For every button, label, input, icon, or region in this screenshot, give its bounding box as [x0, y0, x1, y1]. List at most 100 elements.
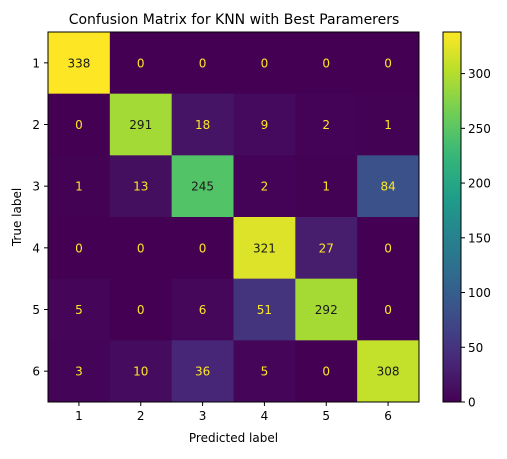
x-tick-label: 4: [261, 409, 269, 423]
y-tick-label: 5: [32, 303, 40, 317]
matrix-cell: [295, 340, 358, 403]
x-tick-label: 6: [384, 409, 392, 423]
chart-title: Confusion Matrix for KNN with Best Param…: [69, 12, 400, 28]
cell-value-label: 18: [195, 118, 210, 132]
cell-value-label: 0: [75, 241, 83, 255]
matrix-cell: [233, 340, 296, 403]
cell-value-label: 84: [380, 180, 395, 194]
matrix-cell: [233, 217, 296, 280]
colorbar-tick-label: 250: [468, 122, 491, 136]
cell-value-label: 10: [133, 365, 148, 379]
matrix-cell: [233, 155, 296, 218]
cell-value-label: 5: [75, 303, 83, 317]
matrix-cell: [233, 278, 296, 341]
cell-value-label: 13: [133, 180, 148, 194]
cell-value-label: 0: [322, 365, 330, 379]
colorbar: [442, 31, 462, 403]
matrix-cell: [357, 278, 420, 341]
matrix-cell: [48, 93, 111, 156]
x-tick-label: 5: [322, 409, 330, 423]
matrix-cell: [295, 217, 358, 280]
cell-value-label: 0: [261, 56, 269, 70]
matrix-cell: [295, 278, 358, 341]
colorbar-tick-label: 0: [468, 396, 476, 410]
cell-value-label: 321: [253, 241, 276, 255]
matrix-cell: [357, 93, 420, 156]
y-tick-label: 6: [32, 365, 40, 379]
matrix-cell: [295, 32, 358, 95]
matrix-cell: [171, 278, 234, 341]
cell-value-label: 0: [384, 241, 392, 255]
matrix-cell: [171, 217, 234, 280]
x-tick-label: 2: [137, 409, 145, 423]
matrix-cell: [295, 155, 358, 218]
matrix-cell: [295, 93, 358, 156]
matrix-cell: [109, 93, 173, 156]
matrix-cell: [233, 32, 296, 95]
colorbar-tick-label: 100: [468, 286, 491, 300]
matrix-cell: [48, 217, 111, 280]
y-tick-label: 2: [32, 118, 40, 132]
matrix-cell: [109, 32, 173, 95]
cell-value-label: 0: [137, 241, 145, 255]
matrix-cell: [357, 32, 420, 95]
matrix-cell: [48, 340, 111, 403]
cell-value-label: 0: [384, 56, 392, 70]
colorbar-tick-label: 200: [468, 177, 491, 191]
matrix-cell: [233, 93, 296, 156]
cell-value-label: 0: [199, 241, 207, 255]
matrix-cell: [171, 32, 234, 95]
matrix-cell: [357, 217, 420, 280]
cell-value-label: 36: [195, 365, 210, 379]
cell-value-label: 308: [377, 365, 400, 379]
x-axis-ticks: 1 2 3 4 5 6: [75, 402, 392, 423]
matrix-cell: [357, 155, 420, 218]
cell-value-label: 51: [257, 303, 272, 317]
matrix-cell: [48, 32, 111, 95]
colorbar-tick-label: 150: [468, 231, 491, 245]
cell-value-label: 291: [129, 118, 152, 132]
matrix-cell-labels: 338 0 0 0 0 0 0 291 18 9 2 1 1 13 245 2 1 84 0 0 0 321 27 0 5 0 6 5…: [67, 56, 399, 378]
cell-value-label: 0: [137, 303, 145, 317]
cell-value-label: 0: [199, 56, 207, 70]
cell-value-label: 0: [137, 56, 145, 70]
plot-frame: [47, 31, 420, 403]
colorbar-ticks: 0 50 100 150 200 250 300: [461, 67, 491, 410]
cell-value-label: 2: [261, 180, 269, 194]
matrix-cell: [109, 278, 173, 341]
cell-value-label: 2: [322, 118, 330, 132]
matrix-cell: [48, 155, 111, 218]
cell-value-label: 27: [319, 241, 334, 255]
matrix-cell: [109, 340, 173, 403]
colorbar-tick-label: 300: [468, 67, 491, 81]
cell-value-label: 3: [75, 365, 83, 379]
x-tick-label: 3: [199, 409, 207, 423]
cell-value-label: 0: [322, 56, 330, 70]
cell-value-label: 6: [199, 303, 207, 317]
colorbar-tick-label: 50: [468, 341, 483, 355]
matrix-cell: [171, 155, 234, 218]
cell-value-label: 1: [384, 118, 392, 132]
cell-value-label: 0: [75, 118, 83, 132]
cell-value-label: 5: [261, 365, 269, 379]
y-tick-label: 4: [32, 241, 40, 255]
matrix-cell: [357, 340, 420, 403]
cell-value-label: 338: [67, 56, 90, 70]
matrix-cell: [171, 340, 234, 403]
matrix-cell: [48, 278, 111, 341]
cell-value-label: 1: [322, 180, 330, 194]
cell-value-label: 245: [191, 180, 214, 194]
matrix-cell: [171, 93, 234, 156]
y-axis-ticks: 1 2 3 4 5 6: [32, 56, 48, 379]
x-tick-label: 1: [75, 409, 83, 423]
matrix-cell: [109, 155, 173, 218]
x-axis-label: Predicted label: [189, 431, 278, 445]
cell-value-label: 1: [75, 180, 83, 194]
matrix-cell: [109, 217, 173, 280]
cell-value-label: 292: [315, 303, 338, 317]
y-tick-label: 1: [32, 56, 40, 70]
y-axis-label: True label: [10, 188, 24, 247]
y-tick-label: 3: [32, 180, 40, 194]
